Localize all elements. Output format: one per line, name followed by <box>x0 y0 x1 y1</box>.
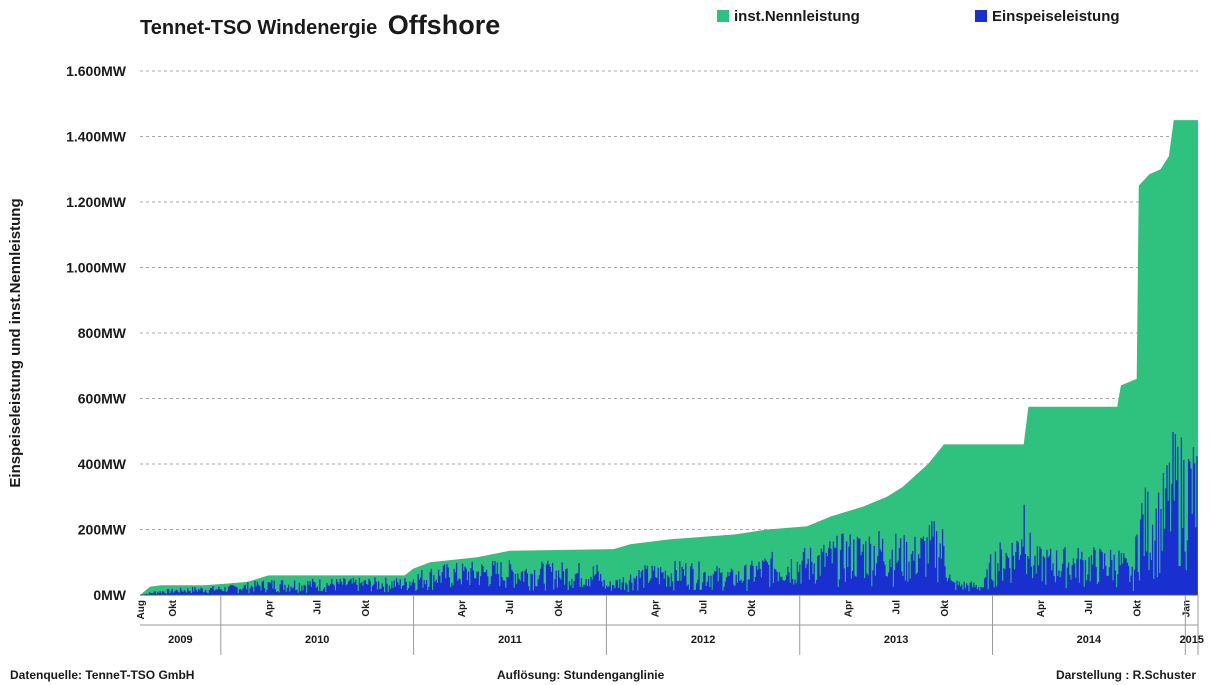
y-tick-label: 1.000MW <box>66 260 127 276</box>
y-tick-label: 400MW <box>78 456 127 472</box>
x-month-label: Jan <box>1181 600 1192 617</box>
x-month-label: Okt <box>361 599 372 616</box>
x-month-label: Apr <box>1036 600 1047 617</box>
plot-area <box>140 120 1198 595</box>
x-year-label: 2009 <box>168 634 192 646</box>
gridlines <box>140 70 1198 530</box>
legend-label-einspeisung: Einspeiseleistung <box>992 8 1120 25</box>
x-year-label: 2015 <box>1179 634 1203 646</box>
footer-author: Darstellung : R.Schuster <box>1056 668 1196 682</box>
x-month-label: Jul <box>699 600 710 615</box>
legend: inst.Nennleistung Einspeiseleistung <box>717 8 1120 25</box>
y-tick-label: 1.200MW <box>66 194 127 210</box>
y-tick-label: 1.600MW <box>66 63 127 79</box>
y-tick-label: 800MW <box>78 325 127 341</box>
footer-resolution: Auflösung: Stundenganglinie <box>497 668 665 682</box>
y-tick-label: 200MW <box>78 522 127 538</box>
x-month-label: Okt <box>747 599 758 616</box>
legend-swatch-nennleistung <box>717 10 729 22</box>
chart-title-part2: Offshore <box>388 10 501 40</box>
legend-label-nennleistung: inst.Nennleistung <box>734 8 860 25</box>
footer-source: Datenquelle: TenneT-TSO GmbH <box>10 668 194 682</box>
x-month-label: Okt <box>940 599 951 616</box>
x-year-label: 2011 <box>498 634 522 646</box>
x-month-label: Apr <box>651 600 662 617</box>
x-month-label: Okt <box>1133 599 1144 616</box>
x-year-label: 2012 <box>691 634 715 646</box>
y-tick-labels: 0MW 200MW 400MW 600MW 800MW 1.000MW 1.200MW 1.4… <box>66 63 127 603</box>
x-month-label: Jul <box>312 600 323 615</box>
x-axis: Aug Okt Apr Jul Okt Apr Jul Okt Apr Jul Okt Apr Jul O… <box>136 594 1204 655</box>
legend-swatch-einspeisung <box>975 10 987 22</box>
x-year-label: 2010 <box>305 634 329 646</box>
y-tick-label: 1.400MW <box>66 129 127 145</box>
x-year-label: 2013 <box>884 634 908 646</box>
chart-title-part1: Tennet-TSO Windenergie <box>140 17 377 39</box>
x-month-label: Okt <box>554 599 565 616</box>
x-month-label: Okt <box>168 599 179 616</box>
x-month-label: Jul <box>891 600 902 615</box>
y-tick-label: 0MW <box>93 587 126 603</box>
x-year-label: 2014 <box>1077 634 1102 646</box>
x-month-label: Jul <box>1084 600 1095 615</box>
x-month-label: Apr <box>457 600 468 617</box>
chart-title: Tennet-TSO Windenergie Offshore <box>140 10 500 40</box>
x-month-label: Jul <box>505 600 516 615</box>
x-month-label: Aug <box>136 600 147 619</box>
y-tick-label: 600MW <box>78 391 127 407</box>
series-nennleistung-area <box>140 120 1198 595</box>
x-month-label: Apr <box>843 600 854 617</box>
y-axis-label: Einspeiseleistung und inst.Nennleistung <box>7 198 24 487</box>
x-month-label: Apr <box>264 600 275 617</box>
